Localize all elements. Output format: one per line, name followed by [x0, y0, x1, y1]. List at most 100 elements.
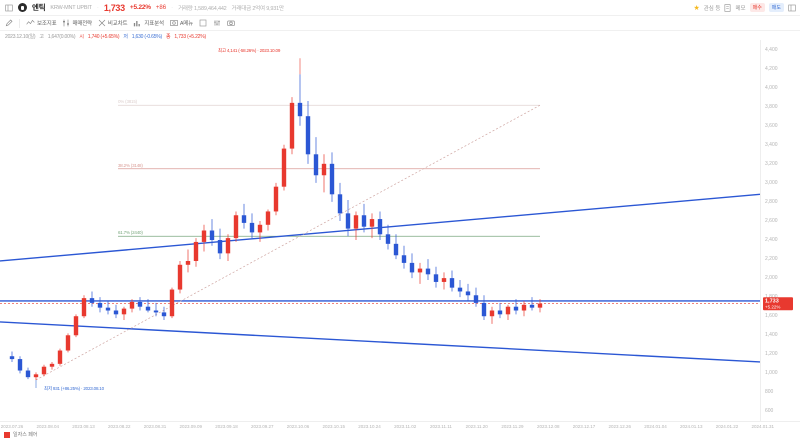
settings-icon — [213, 19, 221, 27]
price-tick: 3,800 — [765, 103, 778, 110]
price-tick: 4,400 — [765, 46, 778, 53]
toolbar-item-indicator[interactable]: 보조지표 — [26, 19, 57, 27]
date-tick: 2023.10.24 — [358, 424, 381, 429]
price-tick: 3,400 — [765, 141, 778, 148]
sell-button[interactable]: 매도 — [768, 3, 784, 12]
header-separator-2: · — [171, 4, 174, 11]
candle-body — [217, 240, 223, 254]
candle-body — [193, 241, 199, 261]
candle-body — [513, 306, 519, 311]
candle-body — [281, 148, 287, 187]
fib-label-0: 0% (3815) — [118, 99, 137, 105]
toolbar-item-pencil[interactable] — [5, 19, 13, 27]
chart-plot[interactable]: 0% (3815) 38.2% (3148) 61.7% (2440) 최고 4… — [0, 40, 760, 440]
candle-body — [305, 116, 311, 155]
candle-body — [377, 219, 383, 235]
toolbar-item-capture[interactable]: A메뉴 — [170, 19, 193, 27]
toolbar-divider — [19, 18, 20, 28]
wave-icon — [26, 19, 35, 27]
date-tick: 2023.07.26 — [0, 424, 24, 429]
price-tick: 4,000 — [765, 84, 778, 91]
date-tick: 2023.09.09 — [179, 424, 202, 429]
layout-icon[interactable] — [788, 4, 796, 12]
app-header: 엔틱 KRW-MNT UPBIT · 1,733 +5.22% +86 · 거래… — [0, 0, 800, 16]
symbol-name[interactable]: 엔틱 — [32, 3, 46, 12]
candle-body — [65, 335, 71, 351]
candle-body — [409, 262, 415, 273]
change-absolute: +86 — [155, 4, 167, 11]
ohlc-low-label: 저 — [123, 34, 128, 40]
candle-body — [481, 302, 487, 317]
toolbar-item-camera[interactable] — [227, 19, 235, 27]
candle-body — [369, 219, 375, 227]
price-tick: 2,200 — [765, 256, 778, 263]
candle-body — [225, 238, 231, 254]
price-tick: 2,000 — [765, 275, 778, 282]
candle-body — [185, 260, 191, 265]
date-axis[interactable]: 2023.07.26 2023.08.04 2023.08.13 2023.08.22… — [0, 421, 800, 434]
date-tick: 2023.09.18 — [215, 424, 238, 429]
price-tick: 1,200 — [765, 351, 778, 358]
trendline[interactable] — [0, 321, 760, 363]
chart-area[interactable]: 0% (3815) 38.2% (3148) 61.7% (2440) 최고 4… — [0, 40, 800, 438]
candle-body — [297, 102, 303, 117]
amount-label: 거래대금 2억여 9,931만 — [231, 5, 285, 12]
candle-body — [177, 264, 183, 290]
candle-body — [265, 211, 271, 225]
current-price-tag: 1,733 +5.22% — [763, 296, 793, 311]
toolbar-item-settings[interactable] — [213, 19, 221, 27]
star-icon[interactable]: ★ — [693, 4, 700, 12]
date-tick: 2023.10.06 — [286, 424, 310, 429]
date-tick: 2023.11.20 — [465, 424, 488, 429]
date-tick: 2024.01.31 — [751, 424, 774, 429]
price-tick: 600 — [765, 408, 774, 415]
candle-body — [497, 310, 503, 315]
peak-annotation: 최고 4,141 (-58.26%) · 2023.10.09 — [218, 48, 281, 54]
watch-label[interactable]: 관심 등 — [703, 5, 721, 12]
candle-body — [505, 306, 511, 315]
date-tick: 2023.08.04 — [36, 424, 59, 429]
date-tick: 2023.09.27 — [250, 424, 274, 429]
toolbar-item-compare[interactable]: 비교차트 — [98, 19, 128, 27]
volume-label: 거래량 1,589,464,442 — [178, 5, 227, 12]
candle-body — [41, 366, 47, 375]
candle-body — [425, 268, 431, 275]
price-tick: 1,000 — [765, 370, 778, 377]
toolbar-label-compare: 비교차트 — [107, 21, 128, 27]
candle-body — [449, 278, 455, 288]
price-tick: 1,600 — [765, 313, 778, 320]
ohlc-close-value: 1,733 (+5.22%) — [174, 33, 206, 40]
date-tick: 2023.11.29 — [501, 424, 524, 429]
candle-body — [289, 102, 295, 149]
toolbar-label-capture: A메뉴 — [179, 21, 194, 27]
toolbar-item-square[interactable] — [199, 19, 207, 27]
book-icon[interactable] — [724, 3, 731, 12]
candle-body — [257, 224, 263, 233]
candle-body — [105, 307, 111, 311]
buy-button[interactable]: 매수 — [749, 3, 765, 12]
date-tick: 2023.12.17 — [572, 424, 596, 429]
panel-icon[interactable] — [5, 4, 13, 12]
candle-body — [385, 234, 391, 244]
toolbar-item-strategy[interactable]: 매매전략 — [62, 19, 92, 27]
candle-body — [529, 304, 535, 308]
ohlc-high-value: 1,647(0.00%) — [47, 33, 76, 40]
price-axis[interactable]: 4,400 4,200 4,000 3,800 3,600 3,400 3,200 3,000… — [760, 40, 800, 421]
candle-body — [33, 374, 39, 378]
candle-body — [441, 278, 447, 282]
camera-icon — [227, 19, 235, 27]
ohlc-open-value: 1,740 (+5.65%) — [87, 33, 120, 40]
candle-body — [121, 308, 127, 315]
candlestick-canvas[interactable] — [0, 40, 760, 421]
toolbar-label-strategy: 매매전략 — [72, 21, 92, 27]
toolbar-item-analysis[interactable]: 지표분석 — [133, 19, 164, 27]
tag-price: 1,733 — [765, 297, 779, 304]
candle-body — [433, 274, 439, 282]
candle-body — [337, 194, 343, 214]
candle-body — [201, 230, 207, 242]
candle-body — [17, 359, 23, 371]
memo-label[interactable]: 메모 — [735, 5, 746, 12]
price-tick: 3,600 — [765, 122, 778, 129]
chart-toolbar: 보조지표 매매전략 비교차트 지표분석 A메뉴 — [0, 16, 800, 31]
